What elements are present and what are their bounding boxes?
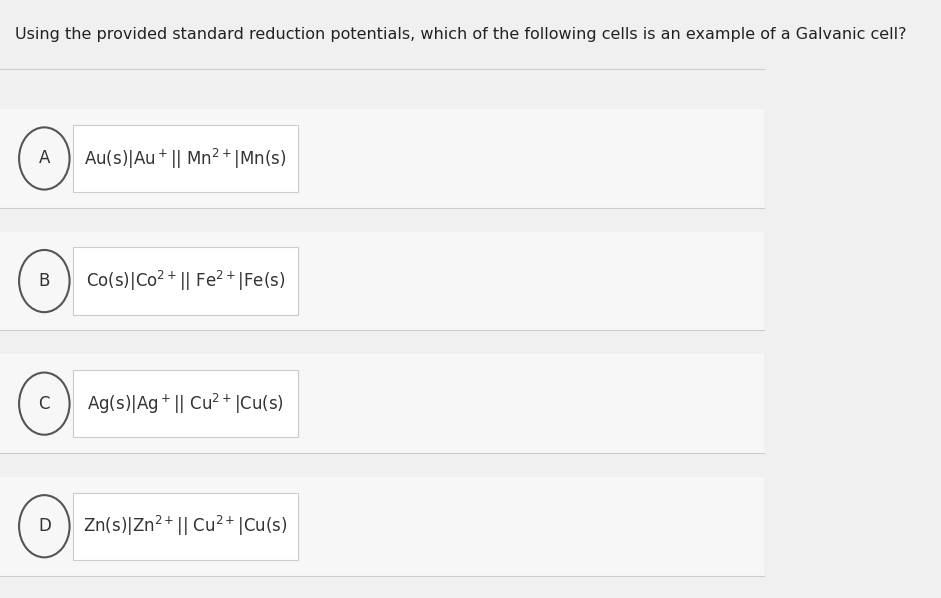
Text: Au(s)|Au$^+$|| Mn$^{2+}$|Mn(s): Au(s)|Au$^+$|| Mn$^{2+}$|Mn(s) [84,147,287,170]
Text: D: D [38,517,51,535]
FancyBboxPatch shape [72,248,298,315]
Text: B: B [39,272,50,290]
Text: Ag(s)|Ag$^+$|| Cu$^{2+}$|Cu(s): Ag(s)|Ag$^+$|| Cu$^{2+}$|Cu(s) [87,392,284,416]
FancyBboxPatch shape [0,477,764,575]
FancyBboxPatch shape [72,493,298,560]
Text: Zn(s)|Zn$^{2+}$|| Cu$^{2+}$|Cu(s): Zn(s)|Zn$^{2+}$|| Cu$^{2+}$|Cu(s) [83,514,288,538]
FancyBboxPatch shape [0,231,764,330]
FancyBboxPatch shape [0,354,764,453]
Text: Using the provided standard reduction potentials, which of the following cells i: Using the provided standard reduction po… [15,27,907,42]
FancyBboxPatch shape [0,109,764,208]
Text: Co(s)|Co$^{2+}$|| Fe$^{2+}$|Fe(s): Co(s)|Co$^{2+}$|| Fe$^{2+}$|Fe(s) [86,269,285,293]
FancyBboxPatch shape [72,125,298,192]
Text: A: A [39,150,50,167]
Text: C: C [39,395,50,413]
FancyBboxPatch shape [72,370,298,437]
